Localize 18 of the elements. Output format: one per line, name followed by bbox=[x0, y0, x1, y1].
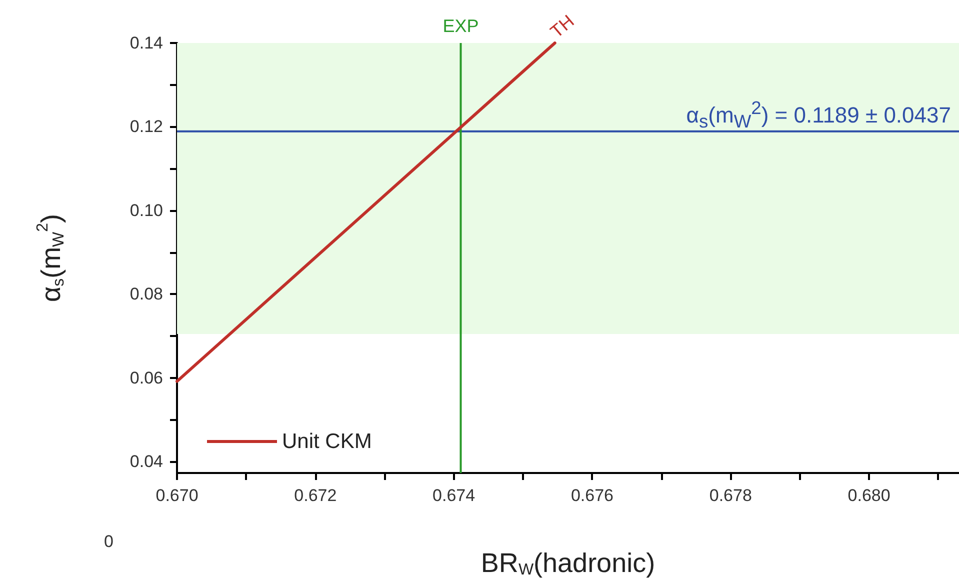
y-tick-label: 0.14 bbox=[130, 34, 163, 52]
x-tick-label: 0.678 bbox=[709, 486, 752, 505]
annotation: TH bbox=[546, 11, 578, 42]
y-tick-label: 0.06 bbox=[130, 368, 163, 388]
y-tick-label: 0.04 bbox=[130, 452, 163, 472]
ref-line-label: α$_{s}$(m$_{W}$$^{2}$) = 0.1189 ± 0.0437 bbox=[686, 97, 951, 132]
x-tick-label: 0.676 bbox=[570, 486, 614, 505]
ref-line-label: EXP bbox=[442, 16, 479, 36]
text: 0 bbox=[104, 532, 114, 551]
x-tick-label: 0.670 bbox=[156, 486, 198, 505]
x-tick-label: 0.674 bbox=[432, 486, 476, 505]
y-axis-title: αs(mW2) bbox=[34, 214, 68, 302]
x-tick-label: 0.672 bbox=[294, 486, 337, 505]
y-tick-label: 0.08 bbox=[130, 284, 163, 304]
legend-label: Unit CKM bbox=[282, 430, 372, 453]
y-tick-label: 0.10 bbox=[130, 200, 163, 220]
x-tick-label: 0.680 bbox=[848, 486, 890, 505]
y-tick-label: 0.12 bbox=[130, 117, 163, 136]
